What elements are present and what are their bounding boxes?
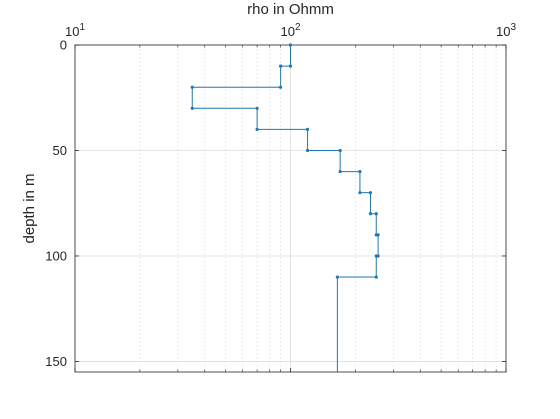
y-tick-label: 100 — [45, 248, 67, 263]
x-tick-base: 10 — [65, 24, 79, 39]
x-tick-labels: 101 102 103 — [65, 22, 516, 39]
x-tick-exponent: 2 — [295, 22, 301, 33]
x-tick-label: 102 — [280, 22, 300, 39]
data-point — [190, 106, 194, 110]
x-axis-label: rho in Ohmm — [247, 1, 334, 18]
data-point — [358, 169, 362, 174]
data-point — [338, 169, 342, 174]
grid-layer — [74, 44, 507, 372]
data-point — [190, 85, 194, 89]
y-axis-label: depth in m — [21, 173, 38, 243]
y-tick-label: 50 — [53, 143, 67, 158]
x-tick-base: 10 — [496, 24, 510, 39]
data-point — [338, 148, 342, 153]
series-layer — [190, 43, 380, 372]
series-line — [191, 45, 379, 372]
y-tick-labels: 0 50 100 150 — [45, 38, 67, 369]
x-tick-exponent: 1 — [79, 22, 85, 33]
data-point — [288, 43, 293, 47]
x-tick-label: 103 — [496, 22, 516, 39]
data-point — [305, 148, 310, 153]
x-tick-exponent: 3 — [510, 22, 516, 33]
data-point — [255, 127, 259, 131]
data-point — [374, 275, 378, 279]
data-point — [305, 127, 310, 131]
data-point — [376, 233, 380, 237]
data-point — [368, 191, 373, 195]
data-point — [358, 191, 362, 195]
data-point — [368, 212, 373, 216]
data-point — [374, 212, 378, 216]
data-point — [279, 85, 283, 89]
x-tick-base: 10 — [280, 24, 294, 39]
tick-marks — [74, 44, 507, 372]
x-tick-label: 101 — [65, 22, 85, 39]
data-point — [255, 106, 259, 110]
data-point — [288, 64, 293, 68]
data-point — [374, 254, 378, 258]
data-point — [335, 275, 339, 279]
y-tick-label: 150 — [45, 354, 67, 369]
data-point — [279, 64, 283, 68]
y-tick-label: 0 — [60, 38, 67, 53]
